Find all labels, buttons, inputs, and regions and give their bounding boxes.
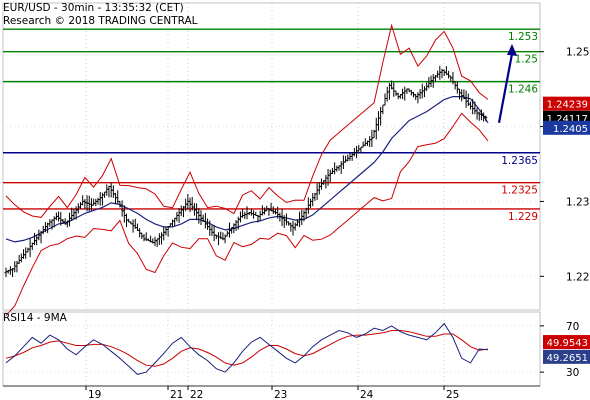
rsi-panel-title: RSI14 - 9MA	[3, 312, 67, 324]
price-tick-label: 1.22	[566, 271, 589, 283]
rsi-series	[5, 322, 489, 375]
time-tick-label: 24	[360, 389, 374, 400]
rsi_ma-tag-label: 49.9543	[547, 338, 588, 349]
bollinger_upper-tag-box	[543, 96, 590, 111]
current_price-tag-label: 1.24117	[547, 114, 588, 125]
moving-average-line	[5, 95, 489, 243]
copyright-line: Research © 2018 TRADING CENTRAL	[3, 15, 198, 27]
time-axis: 19 21 22 23 24 25	[3, 385, 540, 400]
time-tick-label: 19	[88, 389, 101, 400]
time-tick-label: 23	[274, 389, 287, 400]
price-series	[4, 23, 517, 316]
price-tick-label: 1.25	[566, 47, 589, 59]
resistance-label: 1.25	[515, 54, 538, 66]
bollinger-upper-line	[5, 23, 489, 218]
rsi-value-tags: 49.9543 49.2651	[543, 335, 590, 364]
support-resistance-lines: 1.253 1.25 1.246 1.2365 1.2325 1.229	[3, 28, 540, 223]
moving_average-tag-box	[543, 120, 590, 135]
chart-header: EUR/USD - 30min - 13:35:32 (CET) Researc…	[3, 2, 198, 28]
price-tick-label: 1.23	[566, 196, 589, 208]
rsi-tick-label: 30	[566, 367, 579, 379]
rsi-line	[5, 322, 489, 375]
moving_average-tag-label: 1.2405	[553, 124, 588, 135]
rsi_ma-tag-box	[543, 335, 590, 350]
projection-arrowhead	[507, 43, 517, 56]
pivot-label: 1.2365	[501, 155, 538, 167]
chart-title: EUR/USD - 30min - 13:35:32 (CET)	[3, 2, 184, 14]
bollinger-lower-line	[5, 112, 489, 316]
bollinger_upper-tag-label: 1.24239	[547, 100, 588, 111]
rsi-axis: 30 70	[540, 321, 579, 379]
support-label: 1.2325	[501, 185, 538, 197]
rsi-tag-label: 49.2651	[547, 353, 588, 364]
resistance-label: 1.246	[508, 84, 538, 96]
time-tick-label: 21	[170, 389, 183, 400]
rsi-tick-label: 70	[566, 321, 579, 333]
time-tick-label: 22	[190, 389, 203, 400]
resistance-label: 1.253	[508, 31, 538, 43]
projection-arrow-line	[497, 53, 514, 124]
rsi-tag-box	[543, 349, 590, 364]
time-tick-label: 25	[446, 389, 459, 400]
support-label: 1.229	[508, 211, 538, 223]
